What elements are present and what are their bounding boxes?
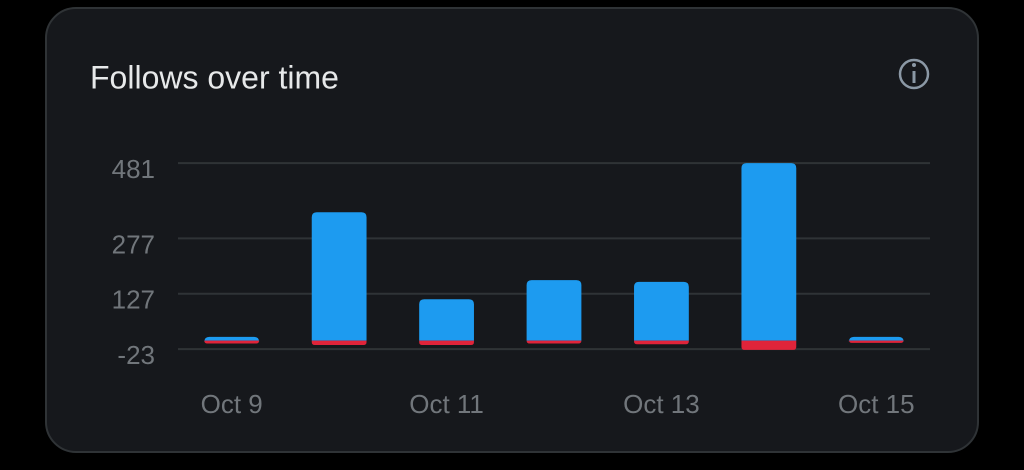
info-dot bbox=[912, 63, 916, 67]
bar bbox=[311, 212, 367, 341]
bar bbox=[848, 339, 904, 343]
bar bbox=[848, 336, 904, 342]
x-tick-label: Oct 15 bbox=[838, 389, 915, 419]
x-tick-label: Oct 11 bbox=[409, 389, 484, 419]
chart-title: Follows over time bbox=[90, 59, 339, 95]
bar bbox=[741, 163, 797, 341]
bar bbox=[634, 281, 689, 341]
y-tick-label: 277 bbox=[112, 229, 155, 259]
x-tick-label: Oct 9 bbox=[201, 389, 263, 419]
x-tick-label: Oct 13 bbox=[623, 389, 700, 419]
y-tick-label: 127 bbox=[112, 285, 155, 315]
bar bbox=[526, 280, 582, 341]
bar bbox=[741, 340, 797, 350]
bar bbox=[311, 340, 367, 346]
bar bbox=[526, 340, 582, 344]
info-icon[interactable] bbox=[898, 58, 930, 90]
y-tick-label: 481 bbox=[112, 154, 155, 184]
y-tick-label: -23 bbox=[117, 340, 155, 370]
bar bbox=[204, 336, 260, 342]
bar bbox=[419, 340, 474, 346]
info-circle bbox=[898, 58, 930, 90]
bar bbox=[204, 340, 260, 344]
bar bbox=[419, 299, 474, 341]
bar bbox=[634, 340, 689, 345]
